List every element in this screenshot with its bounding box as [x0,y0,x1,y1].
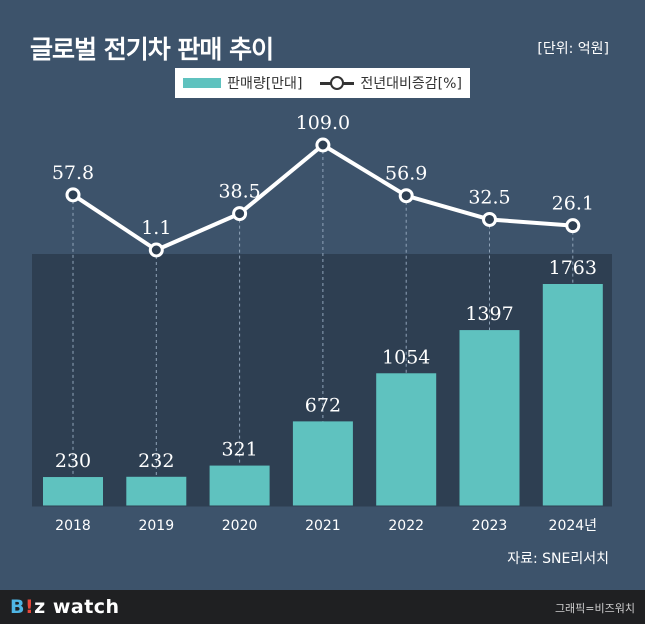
x-tick-label: 2024년 [549,518,598,534]
legend-bar-label: 판매량[만대] [227,76,303,92]
legend-item-line: 전년대비증감[%] [320,73,462,93]
x-tick-label: 2019 [138,518,174,534]
legend-item-bar: 판매량[만대] [183,73,302,93]
line-value-label: 1.1 [141,217,171,239]
footer-bar: B!z watch 그래픽=비즈워치 [0,590,645,624]
bar-value-label: 672 [305,394,341,416]
bizwatch-logo: B!z watch [10,596,120,618]
x-tick-label: 2022 [388,518,424,534]
unit-label: [단위: 억원] [537,41,609,57]
chart-title: 글로벌 전기차 판매 추이 [30,35,274,64]
bar-value-label: 230 [55,450,91,472]
bar [292,421,353,506]
x-tick-label: 2018 [55,518,91,534]
line-value-label: 26.1 [552,193,594,215]
line-value-label: 32.5 [468,186,510,208]
legend-bar-swatch [183,78,222,88]
line-point [565,218,581,234]
line-point [398,188,414,204]
bar [459,330,520,506]
line-value-label: 57.8 [52,162,94,184]
line-point [482,211,497,227]
graphic-credit: 그래픽=비즈워치 [554,602,635,615]
bar-value-label: 232 [138,450,174,472]
bar-value-label: 321 [221,439,257,461]
chart-svg: 230 232 321 672 1054 1397 1763 2018 2019 2020 2021… [32,112,612,534]
bar [376,373,437,506]
x-tick-label: 2020 [222,518,258,534]
source-label: 자료: SNE리서치 [507,551,609,567]
bar-value-label: 1397 [465,303,513,325]
bar [43,477,103,506]
bar-value-label: 1054 [382,346,430,368]
bar [126,476,187,506]
legend-line-label: 전년대비증감[%] [360,76,462,92]
bar-value-label: 1763 [549,257,597,279]
line-point [65,187,81,203]
line-point [232,206,248,222]
bar [542,284,603,506]
legend: 판매량[만대] 전년대비증감[%] [175,68,470,98]
line-point [148,242,164,258]
x-tick-label: 2021 [305,518,341,534]
legend-line-marker [320,76,355,90]
line-value-label: 38.5 [218,181,260,203]
line-value-label: 56.9 [385,163,427,185]
x-tick-label: 2023 [472,518,508,534]
line-value-label: 109.0 [296,112,350,134]
line-point [315,137,331,153]
bar [209,465,270,506]
